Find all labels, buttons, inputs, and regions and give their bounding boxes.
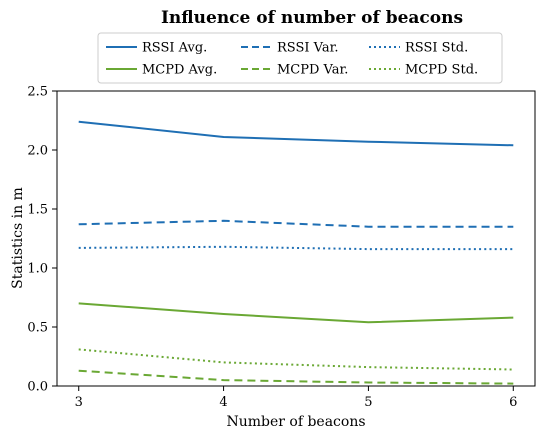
x-tick-label: 4 — [219, 395, 227, 410]
legend-label-rssi-var: RSSI Var. — [277, 41, 339, 56]
axes-frame — [56, 90, 536, 387]
y-axis-label: Statistics in m — [10, 187, 26, 289]
y-tick-label: 1.5 — [27, 203, 48, 218]
y-tick-label: 2.5 — [27, 85, 48, 100]
legend-label-rssi-avg: RSSI Avg. — [142, 41, 207, 56]
y-tick-label: 1.0 — [27, 262, 48, 277]
legend-label-mcpd-avg: MCPD Avg. — [142, 63, 217, 78]
legend: RSSI Avg. RSSI Var. RSSI Std. MCPD Avg. MCPD… — [97, 32, 503, 84]
plot-area — [56, 90, 536, 387]
x-tick-label: 3 — [75, 395, 83, 410]
legend-label-rssi-std: RSSI Std. — [405, 41, 468, 56]
legend-frame — [97, 32, 503, 84]
series-line-rssi-std — [78, 245, 514, 251]
y-tick-label: 2.0 — [27, 144, 48, 159]
chart-title: Influence of number of beacons — [161, 8, 463, 28]
x-tick-label: 6 — [509, 395, 517, 410]
series-line-mcpd-avg — [78, 302, 514, 324]
x-tick-label: 5 — [364, 395, 372, 410]
series-line-mcpd-std — [78, 348, 514, 371]
series-line-mcpd-var — [78, 369, 514, 385]
x-axis-label: Number of beacons — [226, 414, 365, 430]
series-line-rssi-avg — [78, 120, 514, 147]
series-layer — [78, 120, 514, 385]
legend-label-mcpd-var: MCPD Var. — [277, 63, 348, 78]
y-tick-label: 0.5 — [27, 321, 48, 336]
ticks-layer: 3 4 5 6 0.0 0.5 1.0 1.5 2.0 2.5 — [27, 85, 517, 411]
y-tick-label: 0.0 — [27, 380, 48, 395]
legend-label-mcpd-std: MCPD Std. — [405, 63, 478, 78]
series-line-rssi-var — [78, 219, 514, 228]
